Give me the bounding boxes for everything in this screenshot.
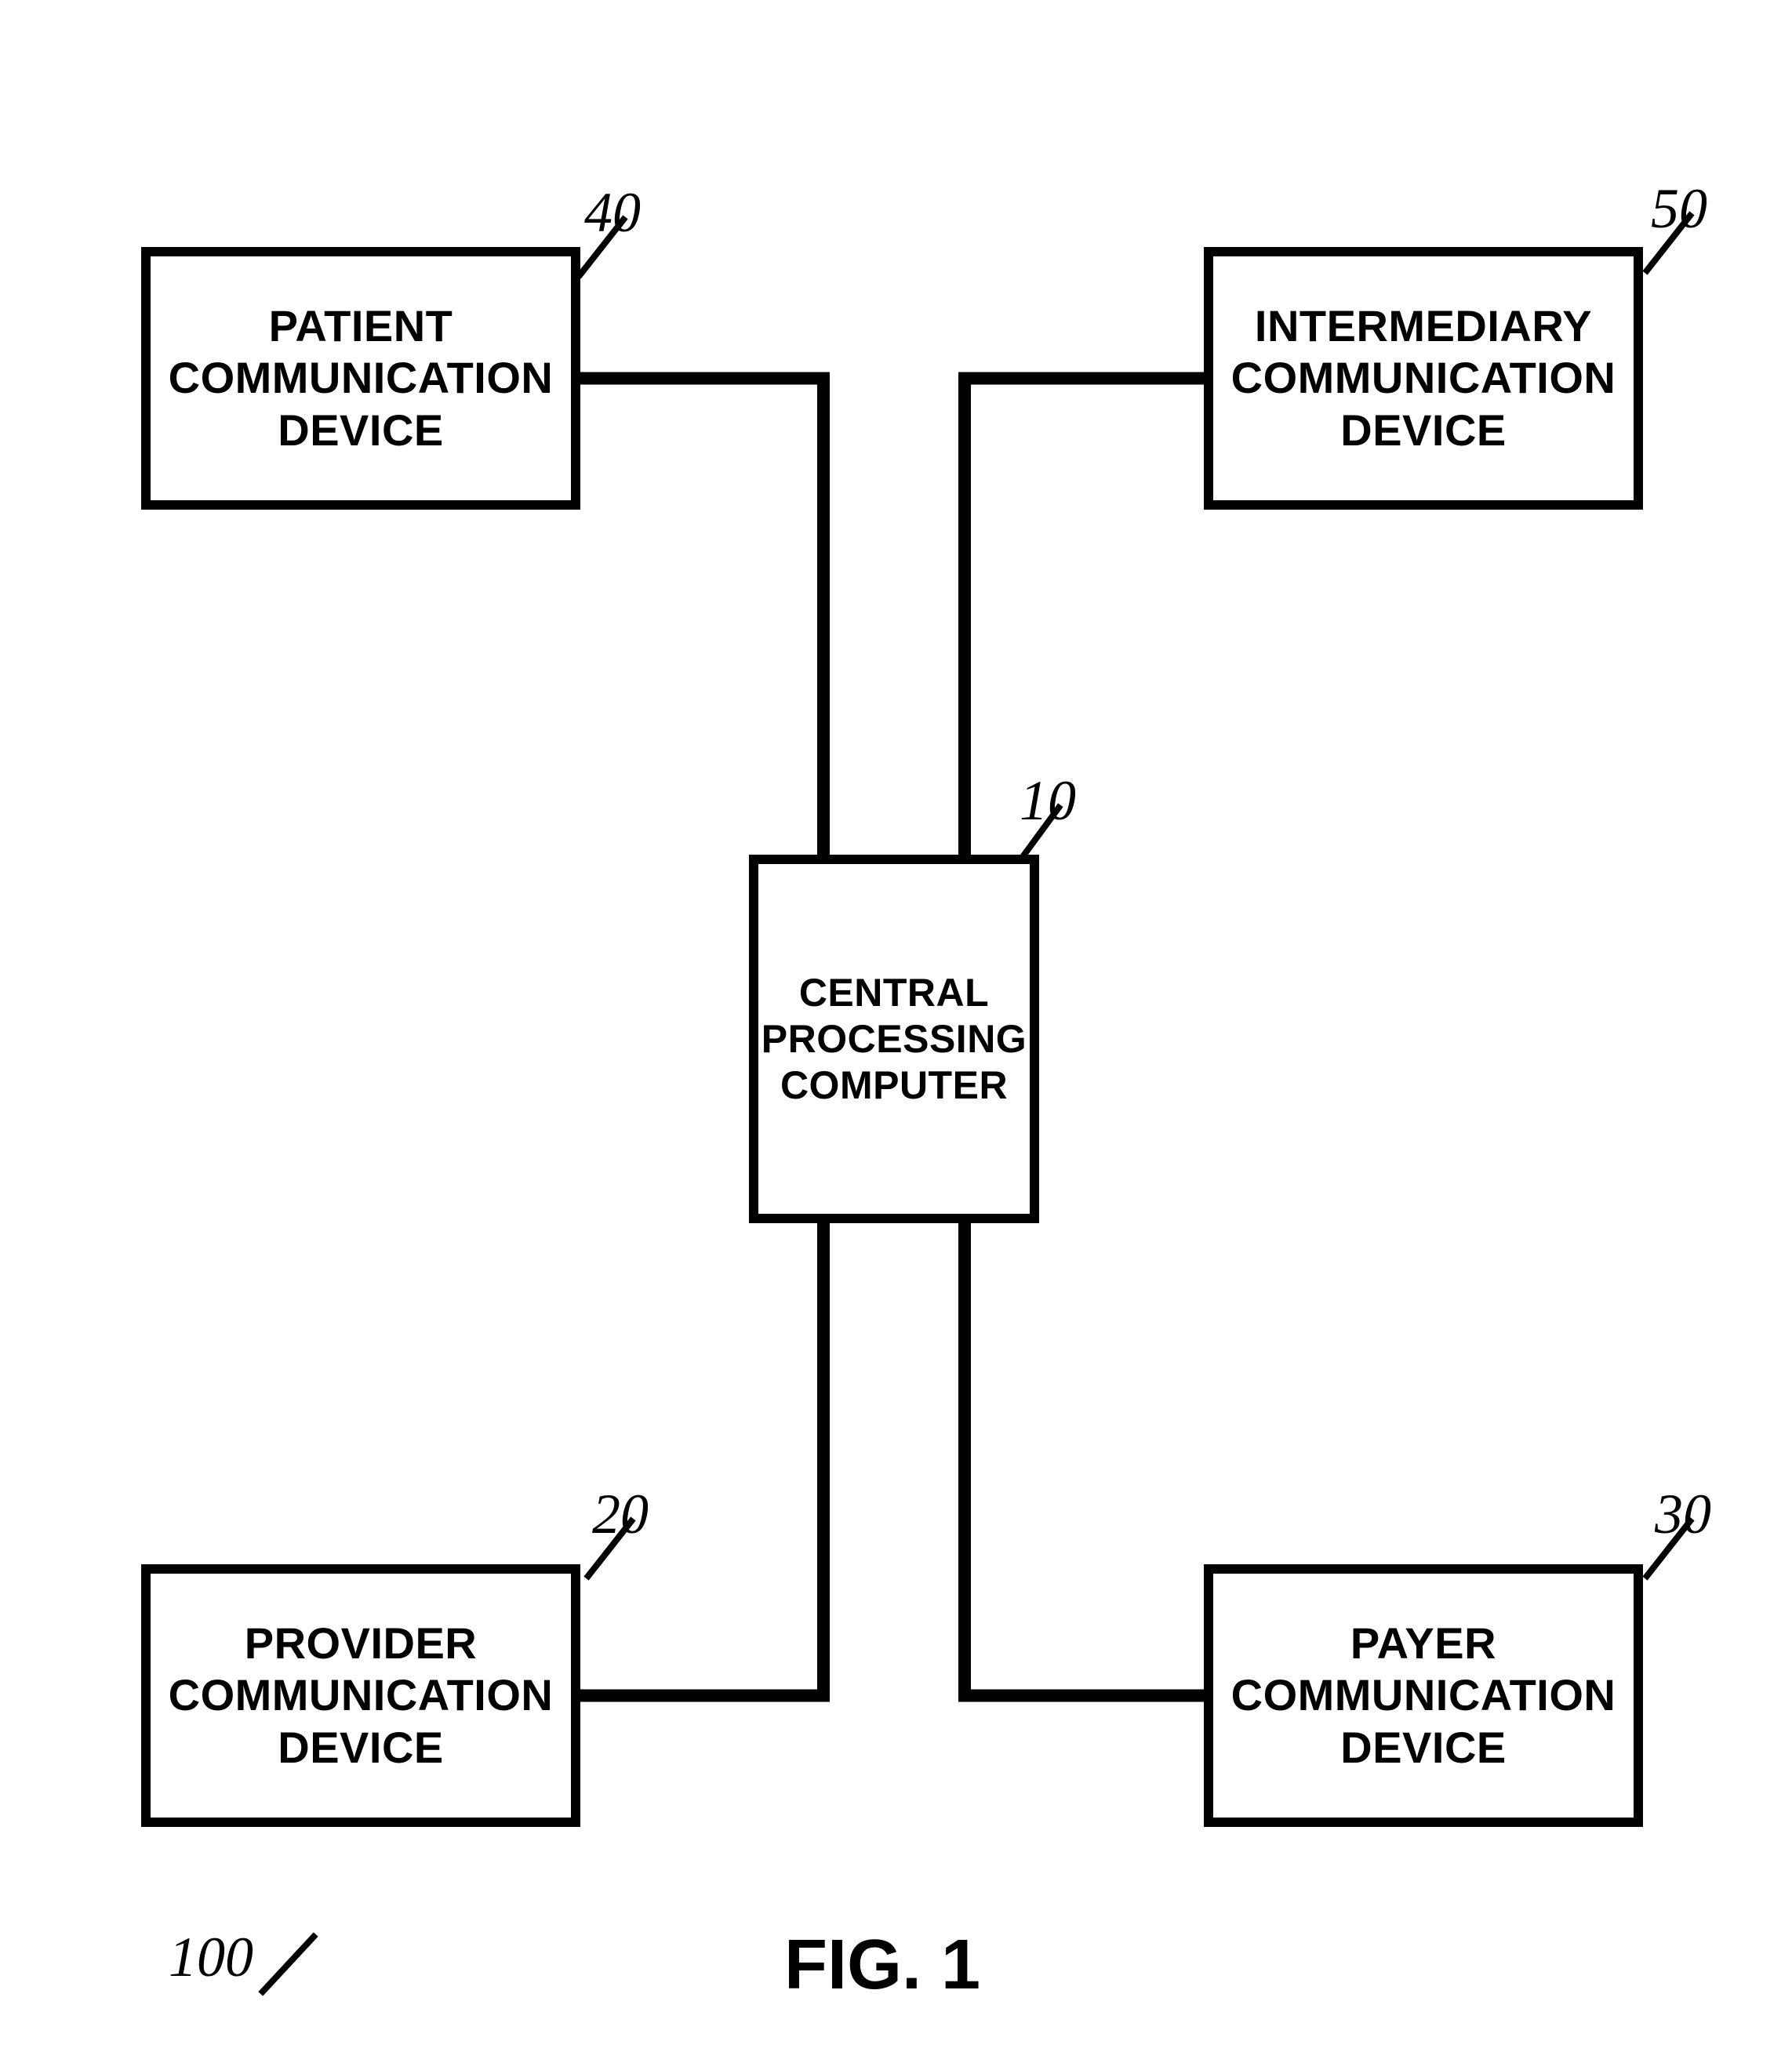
node-patient-line: DEVICE	[278, 405, 444, 456]
node-intermediary-line: INTERMEDIARY	[1255, 300, 1592, 352]
figure-label: FIG. 1	[784, 1925, 980, 2006]
node-intermediary-line: COMMUNICATION	[1231, 352, 1616, 404]
node-provider-line: PROVIDER	[245, 1618, 478, 1669]
node-central-line: CENTRAL	[799, 970, 989, 1016]
node-payer-line: COMMUNICATION	[1231, 1669, 1616, 1721]
node-central-line: PROCESSING	[762, 1016, 1027, 1062]
node-central-line: COMPUTER	[780, 1062, 1008, 1109]
node-provider-line: DEVICE	[278, 1722, 444, 1774]
ref-n40: 40	[584, 180, 641, 245]
diagram-canvas: CENTRALPROCESSINGCOMPUTERPATIENTCOMMUNIC…	[0, 0, 1792, 2070]
node-provider: PROVIDERCOMMUNICATIONDEVICE	[141, 1564, 580, 1827]
ref-n30: 30	[1655, 1482, 1711, 1547]
node-patient: PATIENTCOMMUNICATIONDEVICE	[141, 247, 580, 510]
ref-n20: 20	[592, 1482, 649, 1547]
ref-n10: 10	[1020, 768, 1076, 833]
ref-n100: 100	[169, 1925, 253, 1990]
node-patient-line: COMMUNICATION	[169, 352, 554, 404]
node-patient-line: PATIENT	[269, 300, 453, 352]
ref-n50: 50	[1651, 176, 1707, 242]
node-payer: PAYERCOMMUNICATIONDEVICE	[1204, 1564, 1643, 1827]
node-payer-line: DEVICE	[1340, 1722, 1507, 1774]
node-intermediary-line: DEVICE	[1340, 405, 1507, 456]
node-intermediary: INTERMEDIARYCOMMUNICATIONDEVICE	[1204, 247, 1643, 510]
node-central: CENTRALPROCESSINGCOMPUTER	[749, 855, 1039, 1223]
node-payer-line: PAYER	[1350, 1618, 1496, 1669]
node-provider-line: COMMUNICATION	[169, 1669, 554, 1721]
